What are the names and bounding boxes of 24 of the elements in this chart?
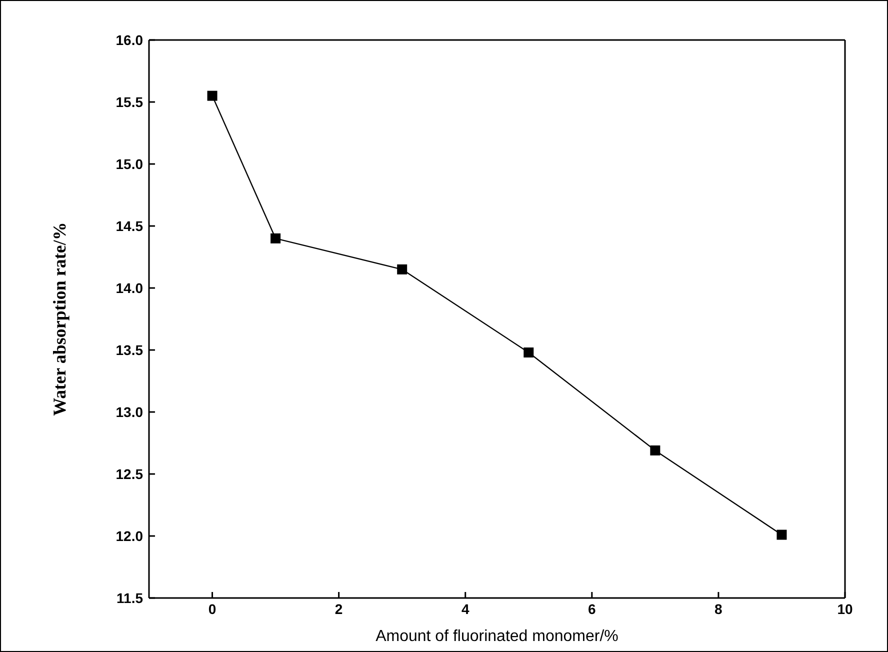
x-axis-title: Amount of fluorinated monomer/% xyxy=(376,628,618,645)
y-tick-label: 12.0 xyxy=(116,528,144,544)
y-tick-label: 13.0 xyxy=(116,404,144,420)
y-tick-label: 13.5 xyxy=(116,342,144,358)
y-tick-label: 14.5 xyxy=(116,218,144,234)
x-tick-label: 6 xyxy=(588,600,596,617)
point xyxy=(650,445,660,456)
point xyxy=(270,233,281,244)
point xyxy=(776,530,787,540)
y-tick-label: 15.0 xyxy=(116,156,144,172)
point xyxy=(397,264,408,274)
x-tick-label: 0 xyxy=(208,600,216,617)
x-tick-label: 4 xyxy=(461,600,470,617)
point xyxy=(524,347,534,358)
y-axis-title: Water absorption rate/% xyxy=(49,222,70,416)
x-tick-label: 8 xyxy=(714,600,723,617)
x-tick-label: 2 xyxy=(334,600,343,617)
point xyxy=(207,90,218,101)
y-tick-label: 12.5 xyxy=(116,466,144,482)
y-tick-label: 14.0 xyxy=(116,280,144,296)
x-tick-label: 10 xyxy=(837,600,853,617)
y-tick-label: 16.0 xyxy=(116,32,144,48)
y-tick-label: 15.5 xyxy=(116,94,144,110)
y-tick-label: 11.5 xyxy=(116,590,144,606)
